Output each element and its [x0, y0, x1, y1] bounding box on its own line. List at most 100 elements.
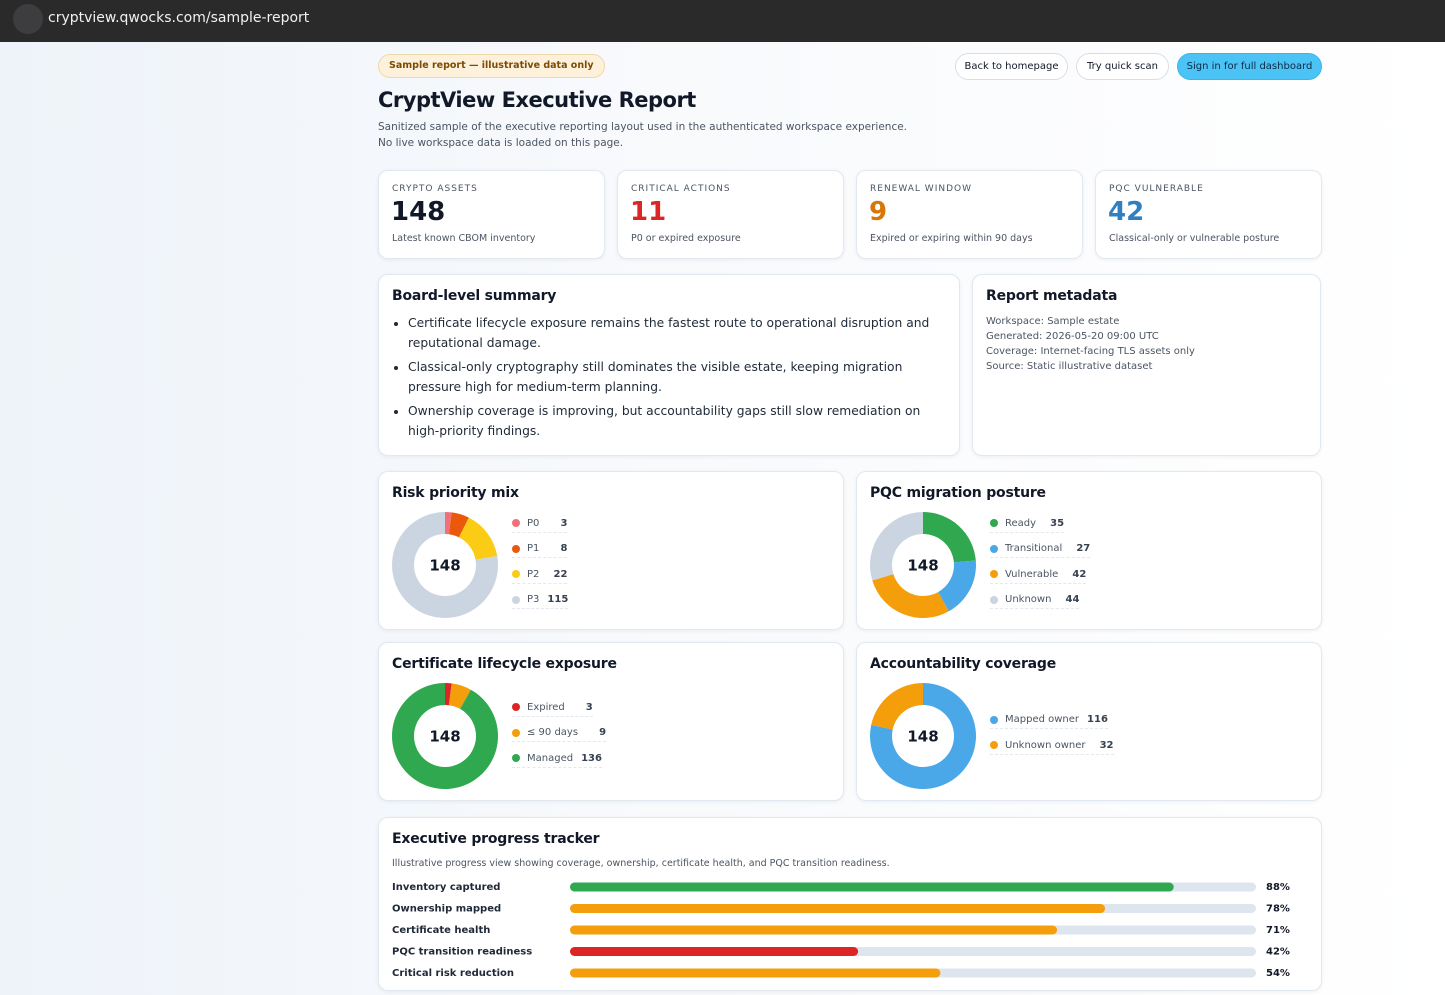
donut-segment	[448, 512, 469, 538]
card-subtitle: Illustrative progress view showing cover…	[392, 858, 890, 869]
donut-segment	[448, 683, 471, 709]
legend-value: 32	[1099, 739, 1114, 751]
progress-label: PQC transition readiness	[392, 947, 532, 958]
legend-item: Ready 35	[990, 515, 1065, 533]
summary-list: Certificate lifecycle exposure remains t…	[392, 314, 932, 446]
summary-bullet: Classical-only cryptography still domina…	[408, 358, 932, 397]
legend-dot	[990, 741, 998, 750]
donut-chart: 148	[392, 512, 498, 618]
legend-name: ≤ 90 days	[527, 727, 579, 738]
legend-item: Unknown 44	[990, 591, 1080, 610]
legend-dot	[990, 570, 998, 579]
donut-segment	[445, 512, 452, 535]
donut-segment	[870, 683, 976, 789]
progress-value: 88%	[1266, 882, 1290, 893]
progress-bar	[570, 925, 1058, 935]
kpi-label: RENEWAL WINDOW	[870, 184, 972, 194]
donut-segment	[870, 512, 923, 581]
legend-item: Managed 136	[512, 750, 602, 768]
progress-value: 42%	[1266, 947, 1290, 958]
kpi-value: 148	[391, 197, 446, 227]
donut-segment	[871, 683, 923, 730]
metadata-line: Generated: 2026-05-20 09:00 UTC	[986, 331, 1159, 342]
nav-button[interactable]: Sign in for full dashboard	[1177, 53, 1322, 80]
legend-item: Vulnerable 42	[990, 566, 1087, 584]
progress-label: Ownership mapped	[392, 904, 501, 915]
legend-dot	[990, 544, 998, 553]
kpi-note: P0 or expired exposure	[631, 233, 741, 244]
progress-label: Critical risk reduction	[392, 968, 514, 979]
legend-item: Expired 3	[512, 699, 593, 717]
donut-card: Certificate lifecycle exposure 148 Expired…	[378, 642, 844, 801]
legend-item: ≤ 90 days 9	[512, 724, 607, 742]
legend-value: 136	[581, 752, 602, 764]
card-title: Risk priority mix	[392, 485, 519, 501]
legend-value: 27	[1076, 543, 1091, 555]
progress-bar	[570, 904, 1106, 913]
badge: Sample report — illustrative data only	[378, 54, 605, 78]
legend-value: 9	[599, 727, 607, 738]
legend-item: Transitional 27	[990, 540, 1091, 559]
kpi-label: CRYPTO ASSETS	[392, 184, 478, 194]
donut-card: Risk priority mix 148 P0 3 P1 8 P2 22 P3 115	[378, 471, 844, 630]
legend-name: Vulnerable	[1005, 568, 1059, 580]
progress-bars: Inventory captured 88% Ownership mapped 78%…	[392, 882, 1290, 979]
legend-value: 8	[560, 543, 568, 555]
legend-item: P3 115	[512, 591, 569, 610]
legend-name: Unknown	[1005, 594, 1052, 606]
legend-item: Mapped owner 116	[990, 711, 1108, 730]
donut-segment	[872, 574, 949, 618]
card-title: Executive progress tracker	[392, 831, 600, 847]
legend-dot	[512, 595, 520, 604]
nav-button[interactable]: Back to homepage	[955, 53, 1068, 80]
url: cryptview.qwocks.com/sample-report	[48, 10, 310, 26]
legend-item: P0 3	[512, 515, 568, 533]
donut-chart: 148	[870, 512, 976, 618]
kpi-label: CRITICAL ACTIONS	[631, 184, 731, 194]
summary-card: Board-level summary Certificate lifecycle…	[378, 274, 960, 456]
page-subtitle: Sanitized sample of the executive report…	[378, 121, 908, 133]
legend-name: Mapped owner	[1005, 714, 1080, 726]
page-subtitle: No live workspace data is loaded on this…	[378, 137, 624, 149]
legend-name: P1	[527, 543, 540, 555]
legend-value: 42	[1072, 568, 1087, 580]
browser-bar: cryptview.qwocks.com/sample-report	[0, 0, 1445, 42]
donut-total: 148	[429, 557, 460, 575]
legend-name: Expired	[527, 701, 565, 713]
kpi-card: RENEWAL WINDOW 9 Expired or expiring withi…	[856, 170, 1083, 259]
legend-value: 35	[1050, 517, 1065, 529]
legend-value: 116	[1087, 714, 1108, 726]
donut-segment	[458, 517, 498, 560]
kpi-value: 9	[869, 197, 888, 227]
metadata-card: Report metadata Workspace: Sample estate G…	[972, 274, 1321, 456]
kpi-card: CRITICAL ACTIONS 11 P0 or expired exposure	[617, 170, 844, 259]
summary-bullet: Certificate lifecycle exposure remains t…	[408, 314, 932, 353]
progress-label: Certificate health	[392, 925, 490, 936]
nav-button[interactable]: Try quick scan	[1076, 53, 1169, 80]
progress-value: 78%	[1266, 904, 1290, 915]
progress-bar	[570, 947, 859, 956]
kpi-note: Expired or expiring within 90 days	[870, 233, 1033, 244]
legend-value: 115	[547, 594, 569, 606]
card-title: PQC migration posture	[870, 485, 1046, 501]
donut-total: 148	[907, 728, 938, 746]
legend-name: Unknown owner	[1005, 739, 1086, 751]
metadata-line: Source: Static illustrative dataset	[986, 361, 1153, 372]
legend-dot	[512, 728, 520, 737]
legend-dot	[512, 703, 520, 711]
donut-segment	[938, 560, 976, 612]
progress-card: Executive progress tracker Illustrative p…	[378, 817, 1322, 991]
donut-card: PQC migration posture 148 Ready 35 Transitio…	[856, 471, 1322, 630]
legend-value: 44	[1065, 594, 1080, 606]
donut-segment	[392, 512, 498, 618]
summary-bullet: Ownership coverage is improving, but acc…	[408, 402, 932, 441]
legend-name: P2	[527, 568, 540, 580]
card-title: Board-level summary	[392, 288, 557, 304]
donut-total: 148	[429, 728, 460, 746]
legend-name: P0	[527, 517, 540, 529]
legend-dot	[512, 570, 520, 579]
progress-bar	[570, 882, 1174, 892]
legend-name: P3	[527, 594, 540, 606]
legend-name: Transitional	[1005, 543, 1063, 555]
